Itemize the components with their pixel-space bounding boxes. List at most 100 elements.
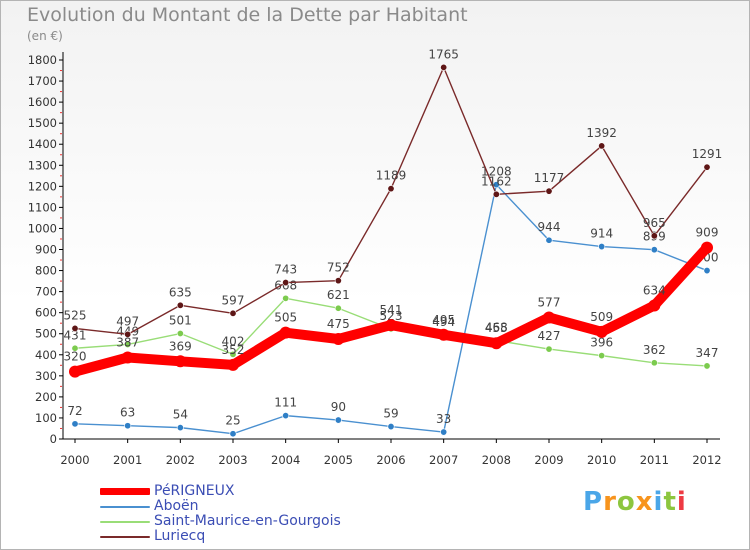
data-point xyxy=(650,232,658,240)
chart-title: Evolution du Montant de la Dette par Hab… xyxy=(27,4,468,26)
data-point xyxy=(545,187,553,195)
logo-letter: o xyxy=(616,487,636,517)
data-point xyxy=(176,330,184,338)
logo-letter: t xyxy=(663,487,677,517)
data-point xyxy=(332,332,345,345)
data-label: 752 xyxy=(327,261,350,275)
data-label: 111 xyxy=(274,396,297,410)
proxiti-logo: Proxiti xyxy=(583,487,687,517)
data-point xyxy=(545,345,553,353)
data-label: 541 xyxy=(380,303,403,317)
data-point xyxy=(124,422,132,430)
y-tick-label: 0 xyxy=(50,432,57,446)
y-tick-label: 1200 xyxy=(28,179,57,193)
data-point xyxy=(121,351,134,364)
logo-letter: x xyxy=(635,487,654,517)
data-point xyxy=(703,362,711,370)
y-tick-label: 1000 xyxy=(28,221,57,235)
data-point xyxy=(703,267,711,275)
y-tick-label: 100 xyxy=(35,411,57,425)
data-label: 525 xyxy=(64,308,87,322)
data-point xyxy=(124,340,132,348)
data-label: 1765 xyxy=(428,47,459,61)
y-tick-label: 1700 xyxy=(28,74,57,88)
data-label: 362 xyxy=(643,343,666,357)
data-label: 621 xyxy=(327,288,350,302)
data-point xyxy=(174,355,187,368)
data-label: 25 xyxy=(225,414,240,428)
data-label: 33 xyxy=(436,412,451,426)
data-point xyxy=(334,416,342,424)
data-point xyxy=(703,163,711,171)
data-label: 909 xyxy=(696,226,719,240)
x-tick-label: 2007 xyxy=(429,453,458,467)
data-label: 455 xyxy=(485,321,508,335)
data-label: 577 xyxy=(538,296,561,310)
data-point xyxy=(279,326,292,339)
logo-letter: i xyxy=(676,487,687,517)
data-label: 54 xyxy=(173,408,188,422)
data-label: 509 xyxy=(590,310,613,324)
data-point xyxy=(334,277,342,285)
data-label: 914 xyxy=(590,227,613,241)
data-label: 965 xyxy=(643,216,666,230)
data-label: 1291 xyxy=(692,147,723,161)
data-label: 501 xyxy=(169,314,192,328)
logo-letter: i xyxy=(653,487,664,517)
y-tick-label: 1800 xyxy=(28,53,57,67)
legend-swatch-saint-maurice xyxy=(100,521,150,523)
x-tick-label: 2011 xyxy=(640,453,669,467)
data-label: 352 xyxy=(222,343,245,357)
data-point xyxy=(598,243,606,251)
data-point xyxy=(176,301,184,309)
y-tick-label: 1400 xyxy=(28,137,57,151)
data-label: 1392 xyxy=(586,126,617,140)
legend-swatch-aboen xyxy=(100,506,150,508)
data-label: 1177 xyxy=(534,171,565,185)
y-tick-label: 200 xyxy=(35,390,57,404)
x-tick-label: 2012 xyxy=(692,453,721,467)
data-point xyxy=(229,309,237,317)
y-tick-label: 1300 xyxy=(28,158,57,172)
data-label: 347 xyxy=(696,346,719,360)
data-point xyxy=(650,359,658,367)
x-tick-label: 2006 xyxy=(376,453,405,467)
data-label: 468 xyxy=(485,320,508,334)
data-point xyxy=(492,181,500,189)
data-point xyxy=(543,311,555,324)
y-tick-label: 1100 xyxy=(28,200,57,214)
x-tick-label: 2010 xyxy=(587,453,616,467)
logo-letter: r xyxy=(603,487,617,517)
legend-label-luriecq: Luriecq xyxy=(154,528,206,544)
data-point xyxy=(71,324,79,332)
data-label: 396 xyxy=(590,336,613,350)
data-label: 431 xyxy=(64,328,87,342)
data-point xyxy=(282,294,290,302)
legend-swatch-luriecq xyxy=(100,536,150,538)
data-label: 634 xyxy=(643,284,666,298)
data-label: 369 xyxy=(169,339,192,353)
data-label: 63 xyxy=(120,406,135,420)
data-point xyxy=(229,430,237,438)
y-tick-label: 600 xyxy=(35,306,57,320)
y-tick-label: 400 xyxy=(35,348,57,362)
data-point xyxy=(648,299,661,312)
data-label: 944 xyxy=(538,220,561,234)
x-tick-label: 2001 xyxy=(113,453,142,467)
data-label: 59 xyxy=(383,407,398,421)
data-label: 402 xyxy=(222,334,245,348)
data-label: 523 xyxy=(380,309,403,323)
data-label: 597 xyxy=(222,293,245,307)
data-point xyxy=(440,428,448,436)
data-point xyxy=(176,424,184,432)
y-tick-label: 1600 xyxy=(28,95,57,109)
data-point xyxy=(437,328,450,341)
data-label: 90 xyxy=(331,400,346,414)
data-point xyxy=(334,304,342,312)
data-label: 635 xyxy=(169,285,192,299)
x-tick-label: 2004 xyxy=(271,453,300,467)
data-point xyxy=(71,344,79,352)
y-tick-label: 700 xyxy=(35,285,57,299)
data-label: 494 xyxy=(432,315,455,329)
